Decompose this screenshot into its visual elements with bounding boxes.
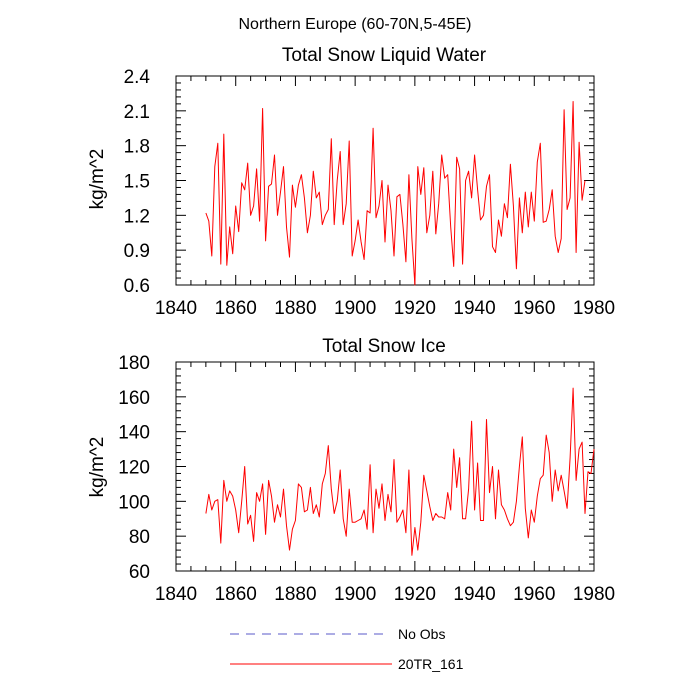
legend-label-no-obs: No Obs xyxy=(398,626,445,642)
series-line-20tr-161 xyxy=(205,101,586,286)
x-tick-label: 1880 xyxy=(274,584,316,605)
plot-frame xyxy=(175,361,595,572)
y-tick-label: 60 xyxy=(129,562,150,583)
y-axis-label: kg/m^2 xyxy=(87,437,108,498)
y-tick-labels: 0.6 0.9 1.2 1.5 1.8 2.1 2.4 xyxy=(124,67,151,297)
x-tick-label: 1920 xyxy=(394,584,436,605)
x-tick-label: 1900 xyxy=(334,584,376,605)
y-tick-label: 120 xyxy=(118,458,150,479)
x-tick-label: 1860 xyxy=(215,584,257,605)
y-tick-label: 1.8 xyxy=(124,137,150,158)
y-tick-label: 1.5 xyxy=(124,172,150,193)
chart-title: Total Snow Ice xyxy=(322,336,446,357)
chart-title: Total Snow Liquid Water xyxy=(282,45,487,66)
y-tick-label: 2.1 xyxy=(124,102,150,123)
x-tick-label: 1980 xyxy=(573,584,615,605)
x-tick-label: 1980 xyxy=(573,298,615,319)
y-tick-label: 0.9 xyxy=(124,241,150,262)
x-tick-label: 1960 xyxy=(513,584,555,605)
x-tick-label: 1860 xyxy=(215,298,257,319)
x-tick-label: 1880 xyxy=(274,298,316,319)
legend: No Obs 20TR_161 xyxy=(230,626,464,672)
y-tick-label: 80 xyxy=(129,527,150,548)
x-tick-label: 1840 xyxy=(155,584,197,605)
chart-liquid-water: Total Snow Liquid Water kg/m^2 1840 1860 1… xyxy=(87,45,615,319)
y-tick-label: 1.2 xyxy=(124,206,150,227)
y-axis-label: kg/m^2 xyxy=(87,149,108,210)
y-tick-label: 100 xyxy=(118,492,150,513)
series-group xyxy=(205,101,586,286)
x-tick-label: 1900 xyxy=(334,298,376,319)
axis-ticks xyxy=(175,361,595,572)
x-tick-labels: 1840 1860 1880 1900 1920 1940 1960 1980 xyxy=(155,584,615,605)
axis-ticks xyxy=(175,75,595,286)
x-tick-label: 1840 xyxy=(155,298,197,319)
series-group xyxy=(205,387,595,556)
y-tick-label: 0.6 xyxy=(124,276,150,297)
legend-label-20tr-161: 20TR_161 xyxy=(398,656,464,672)
x-tick-label: 1920 xyxy=(394,298,436,319)
y-tick-label: 140 xyxy=(118,423,150,444)
x-tick-label: 1940 xyxy=(453,298,495,319)
x-tick-label: 1940 xyxy=(453,584,495,605)
series-line-20tr-161 xyxy=(205,387,595,556)
y-tick-label: 160 xyxy=(118,388,150,409)
page-title: Northern Europe (60-70N,5-45E) xyxy=(238,16,471,33)
x-tick-label: 1960 xyxy=(513,298,555,319)
plot-frame xyxy=(175,75,595,286)
y-tick-labels: 60 80 100 120 140 160 180 xyxy=(118,353,150,583)
y-tick-label: 180 xyxy=(118,353,150,374)
x-tick-labels: 1840 1860 1880 1900 1920 1940 1960 1980 xyxy=(155,298,615,319)
chart-snow-ice: Total Snow Ice kg/m^2 1840 1860 1880 1900 19… xyxy=(87,336,615,605)
y-tick-label: 2.4 xyxy=(124,67,151,88)
